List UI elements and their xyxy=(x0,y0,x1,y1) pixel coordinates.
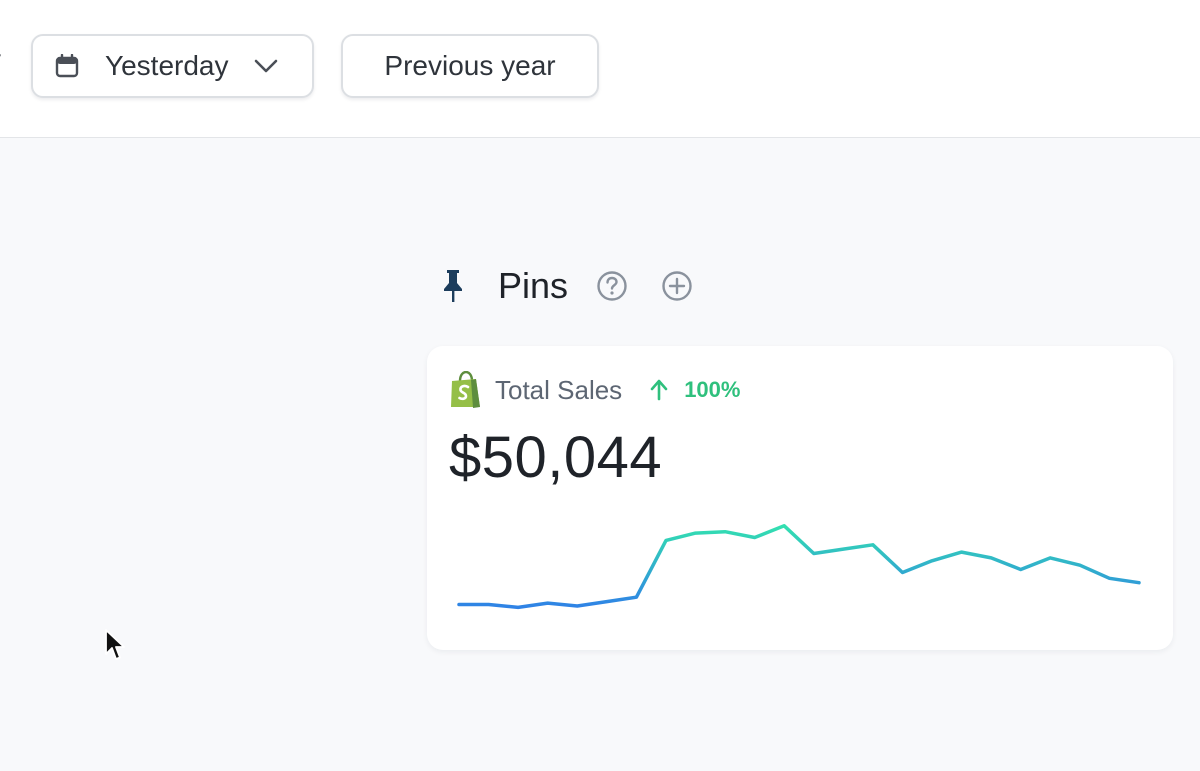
pins-title: Pins xyxy=(498,265,569,306)
date-range-dropdown[interactable]: Yesterday xyxy=(31,34,314,98)
compare-label: Previous year xyxy=(384,50,556,81)
mouse-cursor-icon xyxy=(105,629,125,660)
sparkline-series xyxy=(457,524,1141,610)
cut-off-label: y xyxy=(0,44,1,78)
chevron-down-icon xyxy=(253,53,279,79)
metric-label: Total Sales xyxy=(495,374,623,405)
card-header: Total Sales 100% xyxy=(449,370,740,410)
date-range-label: Yesterday xyxy=(105,50,229,81)
total-sales-pin-card[interactable]: Total Sales 100% $50,044 xyxy=(427,346,1173,650)
pin-icon xyxy=(440,268,466,304)
top-toolbar: y Yesterday Previous year xyxy=(0,0,1200,138)
sales-sparkline xyxy=(457,524,1141,610)
metric-value: $50,044 xyxy=(449,425,663,490)
calendar-icon xyxy=(55,54,79,78)
arrow-up-icon xyxy=(648,378,670,402)
compare-previous-year-button[interactable]: Previous year xyxy=(341,34,599,98)
change-percent: 100% xyxy=(684,377,741,402)
pins-header: Pins xyxy=(440,262,726,310)
shopify-bag-icon xyxy=(449,371,483,409)
plus-circle-icon[interactable] xyxy=(661,270,693,302)
question-circle-icon[interactable] xyxy=(596,270,628,302)
